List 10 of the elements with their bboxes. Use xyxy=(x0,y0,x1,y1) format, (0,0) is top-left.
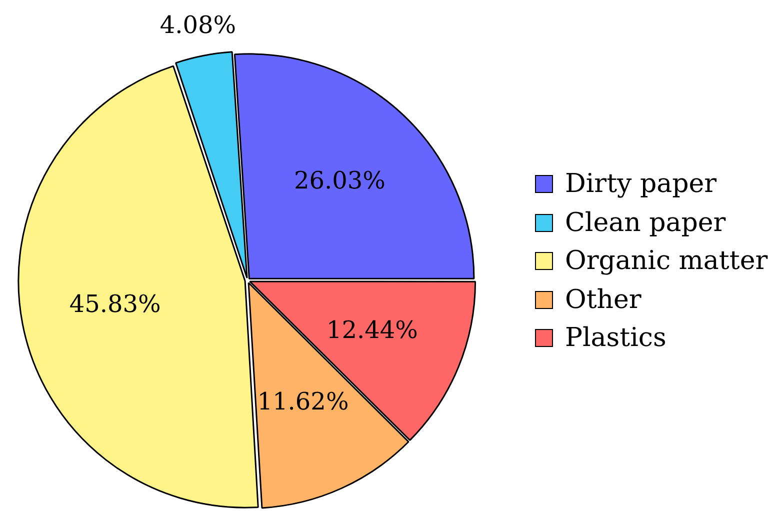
legend-label: Clean paper xyxy=(565,208,726,238)
data-label: 4.08% xyxy=(160,11,236,40)
data-label: 12.44% xyxy=(326,316,418,344)
data-label: 11.62% xyxy=(257,388,349,416)
data-label: 45.83% xyxy=(69,290,161,318)
legend-label: Organic matter xyxy=(565,246,768,276)
legend-label: Plastics xyxy=(565,323,666,354)
legend-label: Dirty paper xyxy=(565,169,717,200)
data-label: 26.03% xyxy=(294,166,386,194)
legend-label: Other xyxy=(565,284,642,315)
